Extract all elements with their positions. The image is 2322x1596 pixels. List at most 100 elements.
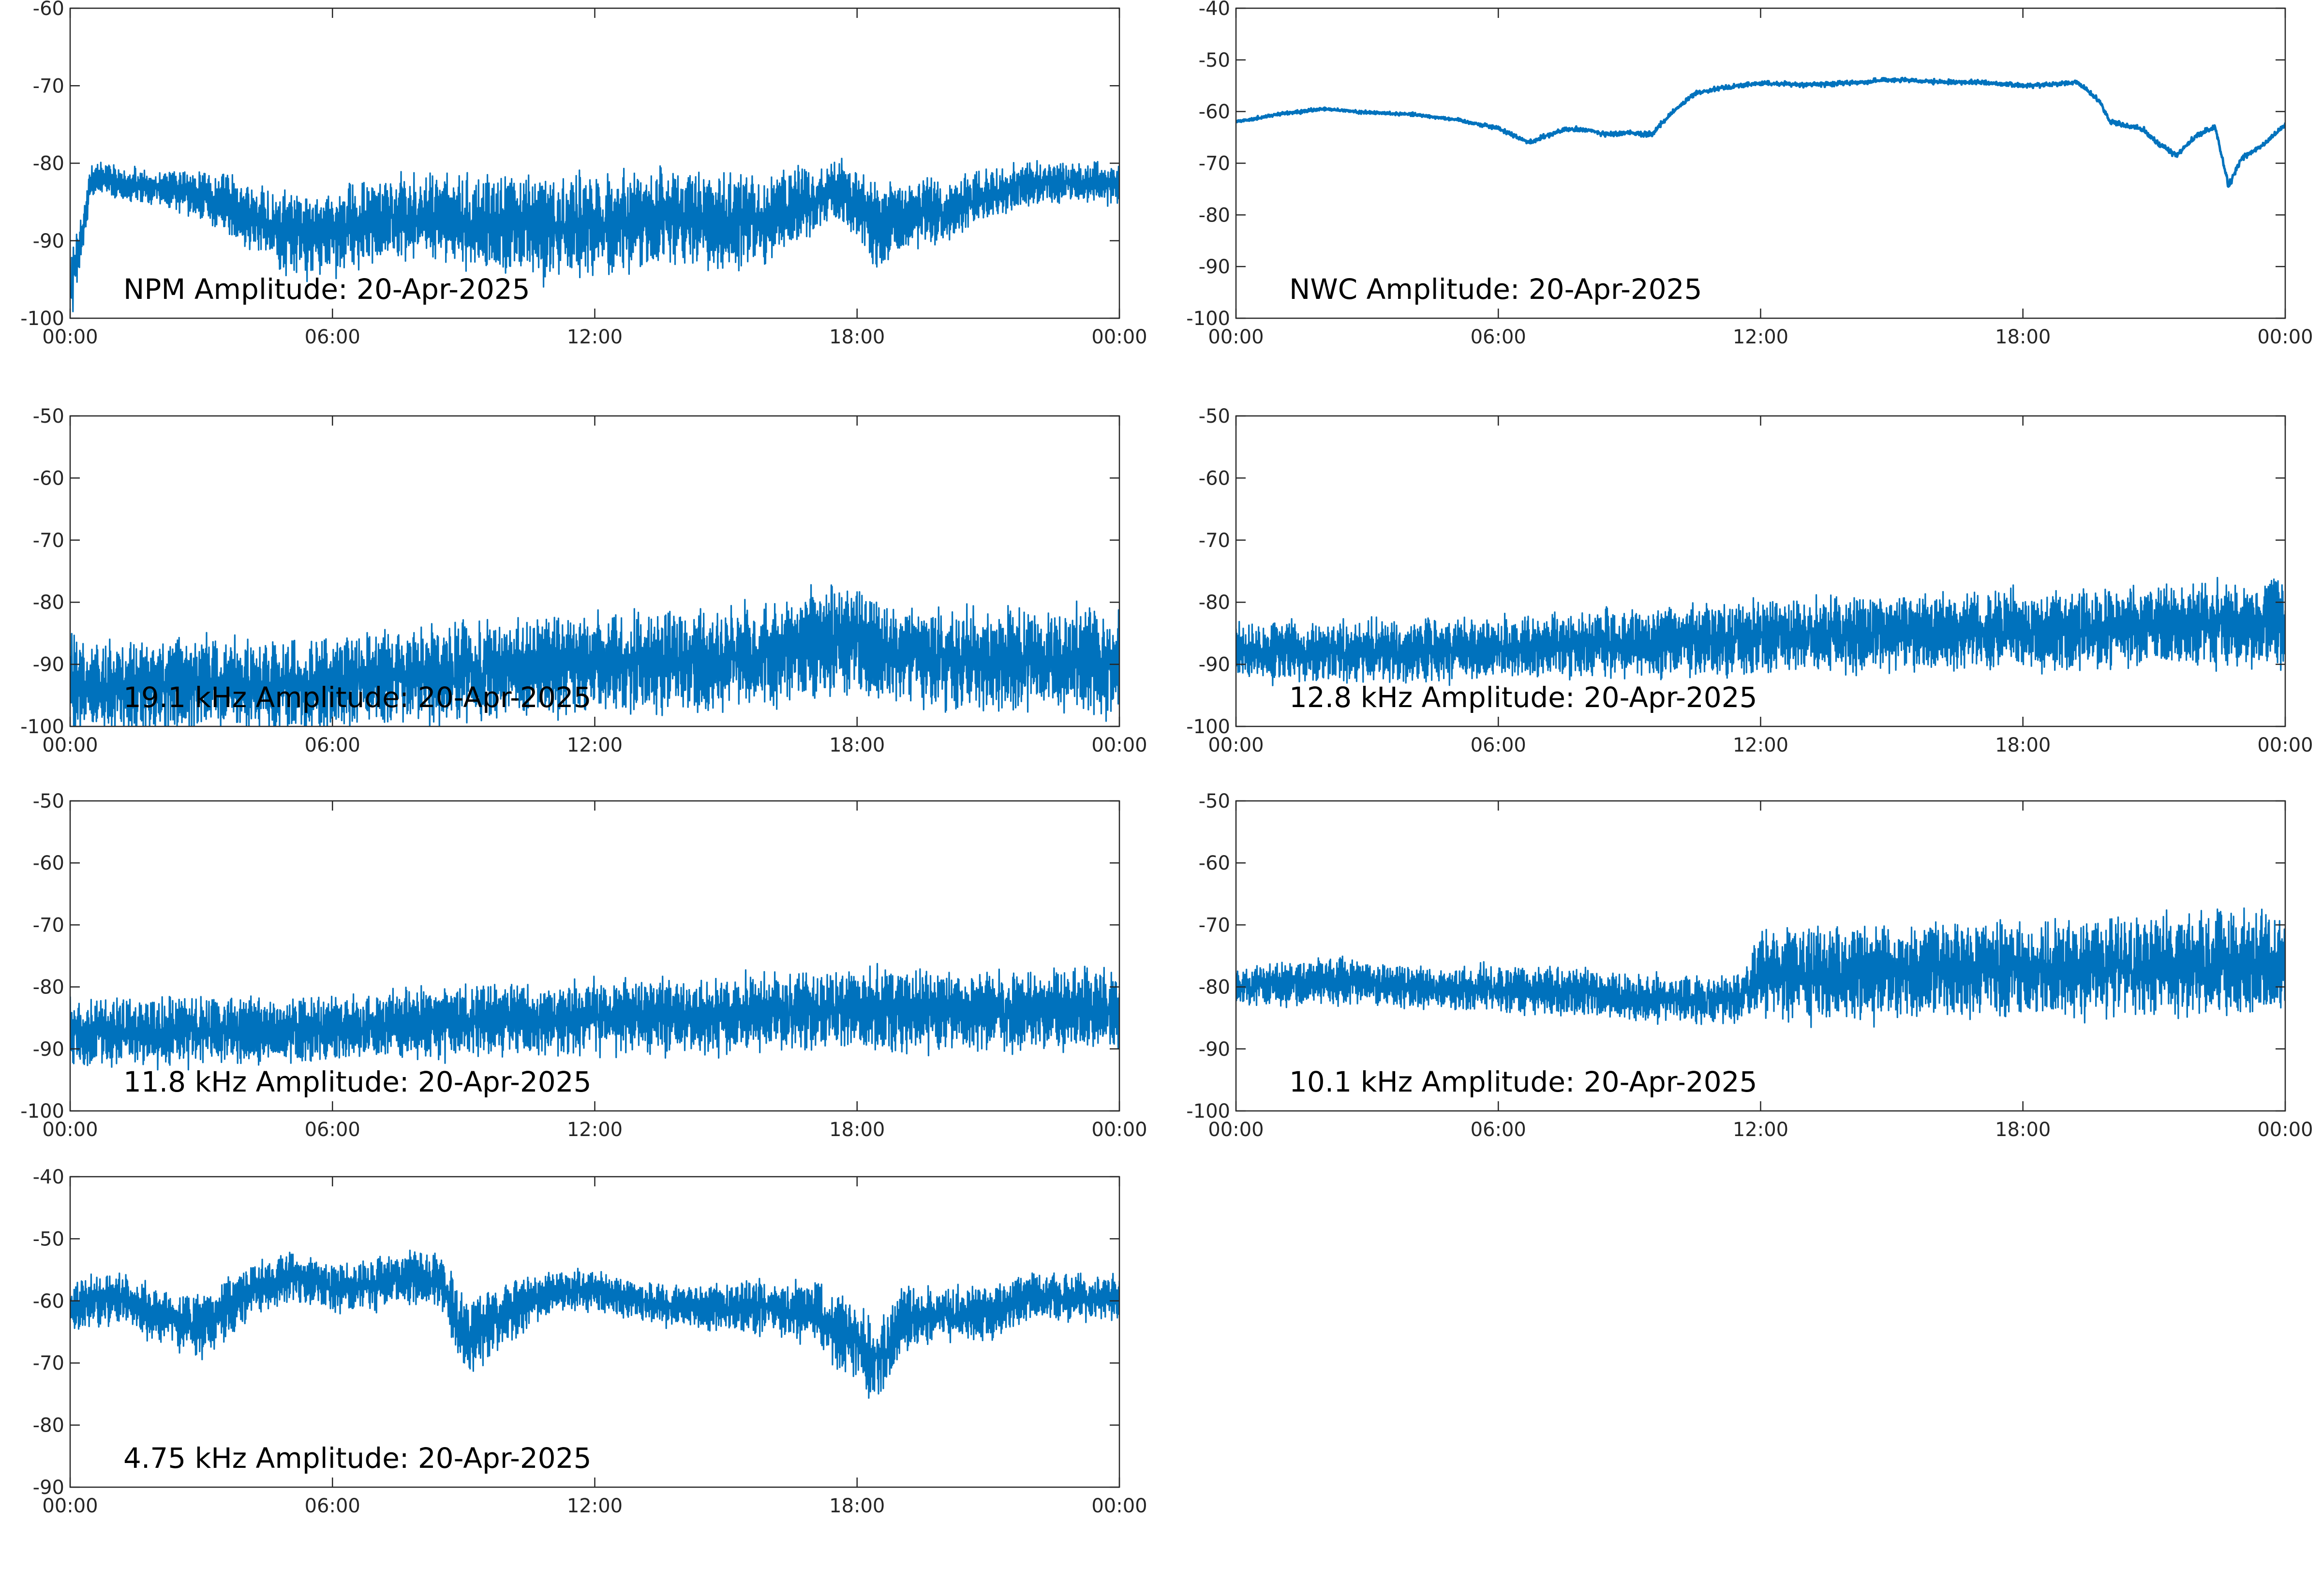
y-tick-label: -80 bbox=[33, 976, 64, 999]
y-tick-label: -50 bbox=[1199, 405, 1230, 428]
x-tick-label: 00:00 bbox=[2257, 734, 2313, 756]
y-tick-label: -70 bbox=[33, 75, 64, 97]
y-tick-label: -50 bbox=[1199, 790, 1230, 813]
y-tick-label: -60 bbox=[1199, 101, 1230, 123]
x-tick-label: 06:00 bbox=[305, 326, 360, 348]
y-tick-label: -60 bbox=[1199, 852, 1230, 874]
x-tick-label: 00:00 bbox=[42, 1495, 98, 1517]
series-trace-4 bbox=[1236, 576, 2285, 686]
y-tick-label: -70 bbox=[1199, 914, 1230, 936]
series-trace-2 bbox=[1236, 76, 2285, 188]
panel-title: 11.8 kHz Amplitude: 20-Apr-2025 bbox=[123, 1065, 591, 1098]
y-tick-label: -100 bbox=[1186, 1100, 1230, 1123]
y-tick-label: -70 bbox=[1199, 530, 1230, 552]
x-tick-label: 12:00 bbox=[1733, 1119, 1788, 1141]
x-tick-label: 18:00 bbox=[1995, 1119, 2051, 1141]
y-tick-label: -80 bbox=[1199, 976, 1230, 999]
x-tick-label: 12:00 bbox=[567, 326, 623, 348]
x-tick-label: 18:00 bbox=[829, 326, 885, 348]
x-tick-label: 00:00 bbox=[1208, 734, 1264, 756]
y-tick-label: -100 bbox=[20, 308, 64, 330]
y-tick-label: -80 bbox=[33, 153, 64, 175]
y-tick-label: -50 bbox=[33, 790, 64, 813]
x-tick-label: 06:00 bbox=[1471, 326, 1526, 348]
series-trace-6 bbox=[1236, 907, 2285, 1028]
panel-title: 19.1 kHz Amplitude: 20-Apr-2025 bbox=[123, 681, 591, 714]
y-tick-label: -60 bbox=[33, 0, 64, 20]
x-tick-label: 18:00 bbox=[1995, 734, 2051, 756]
x-tick-label: 18:00 bbox=[829, 1495, 885, 1517]
panel-title: 10.1 kHz Amplitude: 20-Apr-2025 bbox=[1289, 1065, 1757, 1098]
y-tick-label: -80 bbox=[1199, 591, 1230, 614]
y-tick-label: -60 bbox=[1199, 467, 1230, 489]
series-trace-7 bbox=[70, 1249, 1119, 1399]
x-tick-label: 12:00 bbox=[1733, 734, 1788, 756]
x-tick-label: 00:00 bbox=[1208, 1119, 1264, 1141]
x-tick-label: 00:00 bbox=[1091, 326, 1147, 348]
y-tick-label: -50 bbox=[33, 405, 64, 428]
x-tick-label: 12:00 bbox=[1733, 326, 1788, 348]
x-tick-label: 18:00 bbox=[1995, 326, 2051, 348]
y-tick-label: -80 bbox=[1199, 204, 1230, 226]
x-tick-label: 12:00 bbox=[567, 734, 623, 756]
y-tick-label: -70 bbox=[33, 530, 64, 552]
panel-title: 4.75 kHz Amplitude: 20-Apr-2025 bbox=[123, 1442, 591, 1475]
x-tick-label: 00:00 bbox=[42, 326, 98, 348]
x-tick-label: 06:00 bbox=[1471, 734, 1526, 756]
x-tick-label: 00:00 bbox=[2257, 326, 2313, 348]
y-tick-label: -60 bbox=[33, 1290, 64, 1313]
y-tick-label: -100 bbox=[20, 716, 64, 738]
x-tick-label: 00:00 bbox=[1091, 734, 1147, 756]
series-trace-1 bbox=[70, 158, 1119, 312]
y-tick-label: -50 bbox=[33, 1228, 64, 1250]
panel-title: 12.8 kHz Amplitude: 20-Apr-2025 bbox=[1289, 681, 1757, 714]
y-tick-label: -100 bbox=[1186, 308, 1230, 330]
y-tick-label: -90 bbox=[1199, 654, 1230, 676]
y-tick-label: -60 bbox=[33, 852, 64, 874]
y-tick-label: -90 bbox=[1199, 256, 1230, 278]
y-tick-label: -90 bbox=[33, 1477, 64, 1499]
y-tick-label: -70 bbox=[1199, 153, 1230, 175]
x-tick-label: 12:00 bbox=[567, 1495, 623, 1517]
y-tick-label: -90 bbox=[1199, 1038, 1230, 1061]
x-tick-label: 06:00 bbox=[305, 1119, 360, 1141]
y-tick-label: -40 bbox=[1199, 0, 1230, 20]
series-trace-5 bbox=[70, 963, 1119, 1071]
y-tick-label: -50 bbox=[1199, 49, 1230, 72]
x-tick-label: 18:00 bbox=[829, 1119, 885, 1141]
panel-title: NWC Amplitude: 20-Apr-2025 bbox=[1289, 273, 1702, 306]
y-tick-label: -80 bbox=[33, 591, 64, 614]
y-tick-label: -70 bbox=[33, 1352, 64, 1374]
y-tick-label: -60 bbox=[33, 467, 64, 489]
x-tick-label: 00:00 bbox=[1091, 1119, 1147, 1141]
series-trace-3 bbox=[70, 584, 1119, 726]
x-tick-label: 00:00 bbox=[42, 1119, 98, 1141]
x-tick-label: 00:00 bbox=[2257, 1119, 2313, 1141]
x-tick-label: 00:00 bbox=[42, 734, 98, 756]
y-tick-label: -90 bbox=[33, 1038, 64, 1061]
x-tick-label: 06:00 bbox=[1471, 1119, 1526, 1141]
x-tick-label: 06:00 bbox=[305, 734, 360, 756]
y-tick-label: -100 bbox=[1186, 716, 1230, 738]
x-tick-label: 00:00 bbox=[1091, 1495, 1147, 1517]
y-tick-label: -80 bbox=[33, 1415, 64, 1437]
y-tick-label: -40 bbox=[33, 1166, 64, 1188]
x-tick-label: 18:00 bbox=[829, 734, 885, 756]
panel-title: NPM Amplitude: 20-Apr-2025 bbox=[123, 273, 530, 306]
y-tick-label: -90 bbox=[33, 230, 64, 252]
x-tick-label: 00:00 bbox=[1208, 326, 1264, 348]
x-tick-label: 12:00 bbox=[567, 1119, 623, 1141]
y-tick-label: -70 bbox=[33, 914, 64, 936]
y-tick-label: -100 bbox=[20, 1100, 64, 1123]
x-tick-label: 06:00 bbox=[305, 1495, 360, 1517]
